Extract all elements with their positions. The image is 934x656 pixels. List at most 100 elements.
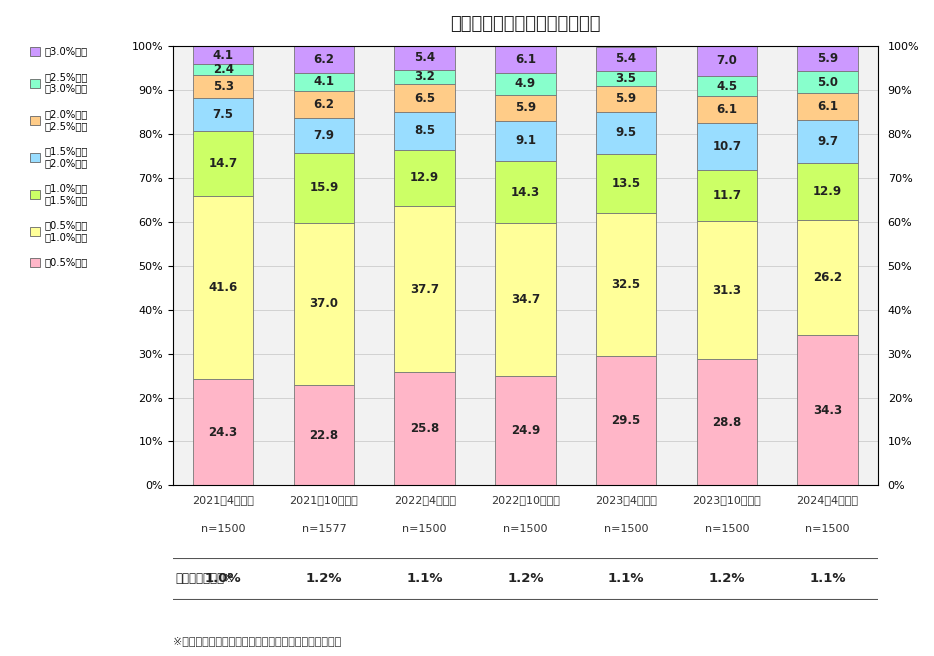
Text: 1.2%: 1.2% — [507, 573, 544, 585]
Text: ※平均値は、各階級の中央値等を用いて算出した参考値: ※平均値は、各階級の中央値等を用いて算出した参考値 — [173, 636, 341, 646]
Bar — [697, 359, 757, 485]
Bar — [394, 207, 455, 372]
Text: 6.1: 6.1 — [716, 103, 737, 116]
Bar — [394, 46, 455, 70]
Text: n=1500: n=1500 — [201, 524, 246, 534]
Text: 7.0: 7.0 — [716, 54, 737, 68]
Bar — [798, 220, 857, 335]
Text: n=1500: n=1500 — [403, 524, 446, 534]
Text: 2021年10月調査: 2021年10月調査 — [290, 495, 359, 505]
Text: 6.2: 6.2 — [314, 52, 334, 66]
Bar — [495, 161, 556, 224]
Bar — [798, 120, 857, 163]
Text: 2022年10月調査: 2022年10月調査 — [491, 495, 559, 505]
Bar — [193, 195, 253, 379]
Bar — [394, 84, 455, 112]
Bar — [596, 71, 657, 86]
Text: 6.1: 6.1 — [817, 100, 838, 113]
Bar — [293, 45, 354, 73]
Text: 4.1: 4.1 — [314, 75, 334, 89]
Bar — [495, 376, 556, 485]
Bar — [798, 163, 857, 220]
Text: 26.2: 26.2 — [813, 271, 842, 283]
Bar — [697, 123, 757, 170]
Text: 29.5: 29.5 — [612, 414, 641, 427]
Text: 25.8: 25.8 — [410, 422, 439, 435]
Bar — [293, 385, 354, 485]
Text: n=1577: n=1577 — [302, 524, 347, 534]
Text: 9.7: 9.7 — [817, 135, 838, 148]
Bar — [697, 76, 757, 96]
Bar — [495, 73, 556, 94]
Text: n=1500: n=1500 — [704, 524, 749, 534]
Text: （参考）平均値※: （参考）平均値※ — [176, 573, 234, 585]
Text: 37.0: 37.0 — [309, 297, 338, 310]
Text: 12.9: 12.9 — [813, 185, 842, 197]
Text: 6.5: 6.5 — [414, 91, 435, 104]
Bar — [596, 213, 657, 356]
Text: 5.9: 5.9 — [817, 52, 838, 65]
Bar — [596, 356, 657, 485]
Text: 2023年4月調査: 2023年4月調査 — [595, 495, 657, 505]
Text: 22.8: 22.8 — [309, 429, 338, 442]
Bar — [697, 96, 757, 123]
Bar — [394, 112, 455, 150]
Text: 5.0: 5.0 — [817, 76, 838, 89]
Bar — [394, 372, 455, 485]
Text: 34.7: 34.7 — [511, 293, 540, 306]
Text: 3.2: 3.2 — [414, 70, 435, 83]
Bar — [495, 121, 556, 161]
Text: 2021年4月調査: 2021年4月調査 — [192, 495, 254, 505]
Text: 2.4: 2.4 — [213, 63, 234, 76]
Text: 9.1: 9.1 — [515, 134, 536, 147]
Bar — [293, 118, 354, 153]
Text: 41.6: 41.6 — [208, 281, 238, 294]
Text: 31.3: 31.3 — [713, 283, 742, 297]
Bar — [193, 131, 253, 195]
Bar — [193, 75, 253, 98]
Text: 5.9: 5.9 — [515, 101, 536, 114]
Bar — [495, 94, 556, 121]
Text: 10.7: 10.7 — [713, 140, 742, 153]
Bar — [798, 93, 857, 120]
Bar — [394, 70, 455, 84]
Text: 5.3: 5.3 — [213, 80, 234, 93]
Text: 4.9: 4.9 — [515, 77, 536, 91]
Text: 1.2%: 1.2% — [305, 573, 342, 585]
Bar — [697, 221, 757, 359]
Text: 5.4: 5.4 — [414, 51, 435, 64]
Title: 借入した住宅ローンの金利水準: 借入した住宅ローンの金利水準 — [450, 15, 601, 33]
Bar — [596, 86, 657, 112]
Bar — [697, 170, 757, 221]
Text: 1.2%: 1.2% — [709, 573, 745, 585]
Bar — [193, 98, 253, 131]
Text: 1.1%: 1.1% — [810, 573, 846, 585]
Bar — [293, 91, 354, 118]
Text: 28.8: 28.8 — [713, 416, 742, 428]
Bar — [394, 150, 455, 207]
Text: 5.9: 5.9 — [616, 92, 637, 106]
Text: 7.9: 7.9 — [314, 129, 334, 142]
Text: 12.9: 12.9 — [410, 171, 439, 184]
Bar — [193, 64, 253, 75]
Text: 32.5: 32.5 — [612, 278, 641, 291]
Bar — [798, 335, 857, 485]
Text: 2022年4月調査: 2022年4月調査 — [393, 495, 456, 505]
Text: 4.1: 4.1 — [213, 49, 234, 62]
Text: 13.5: 13.5 — [612, 176, 641, 190]
Text: 1.0%: 1.0% — [205, 573, 242, 585]
Legend: 年3.0%超〜, 年2.5%超〜
年3.0%以下, 年2.0%超〜
年2.5%以下, 年1.5%超〜
年2.0%以下, 年1.0%超〜
年1.5%以下, 年0.: 年3.0%超〜, 年2.5%超〜 年3.0%以下, 年2.0%超〜 年2.5%以… — [30, 47, 88, 268]
Text: 15.9: 15.9 — [309, 181, 338, 194]
Text: 8.5: 8.5 — [414, 125, 435, 138]
Text: 14.7: 14.7 — [208, 157, 238, 170]
Text: n=1500: n=1500 — [503, 524, 547, 534]
Text: n=1500: n=1500 — [805, 524, 850, 534]
Text: 6.1: 6.1 — [515, 53, 536, 66]
Text: 9.5: 9.5 — [616, 126, 637, 139]
Text: 24.3: 24.3 — [208, 426, 238, 439]
Text: 4.5: 4.5 — [716, 79, 738, 92]
Bar — [697, 45, 757, 76]
Text: 2024年4月調査: 2024年4月調査 — [797, 495, 858, 505]
Text: n=1500: n=1500 — [604, 524, 648, 534]
Text: 6.2: 6.2 — [314, 98, 334, 111]
